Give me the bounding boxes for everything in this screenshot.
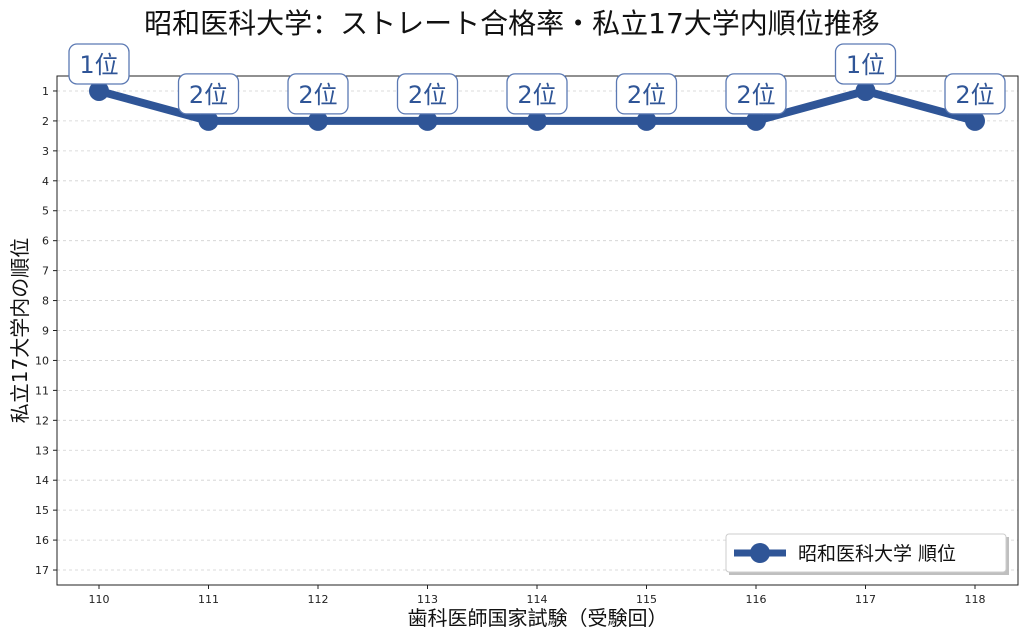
data-label: 2位 xyxy=(725,73,787,115)
data-point xyxy=(965,110,985,131)
data-labels: 1位 2位 2位 2位 2位 2位 2位 1位 2位 xyxy=(68,43,1006,115)
data-label: 2位 xyxy=(396,73,459,115)
data-label-text: 2位 xyxy=(736,81,775,109)
data-label: 1位 xyxy=(68,43,130,85)
y-tick-label: 17 xyxy=(35,564,49,577)
data-label: 2位 xyxy=(506,73,568,115)
data-point xyxy=(636,110,657,131)
y-tick-label: 6 xyxy=(42,235,49,248)
x-tick-label: 111 xyxy=(198,593,219,606)
x-tick-label: 116 xyxy=(746,593,767,606)
grid-lines xyxy=(57,90,1018,571)
x-tick-label: 114 xyxy=(527,593,548,606)
x-tick-label: 117 xyxy=(855,593,876,606)
y-tick-label: 3 xyxy=(42,145,49,158)
legend-entry: 昭和医科大学 順位 xyxy=(798,543,956,565)
y-tick-label: 5 xyxy=(42,205,49,218)
data-label: 1位 xyxy=(834,43,897,85)
y-tick-label: 10 xyxy=(35,354,49,367)
data-point xyxy=(746,110,766,131)
data-label: 2位 xyxy=(615,73,678,115)
series-layer xyxy=(89,80,985,131)
x-axis-ticks: 110 111 112 113 114 115 116 117 118 xyxy=(89,585,986,606)
data-label: 2位 xyxy=(287,73,349,115)
x-tick-label: 118 xyxy=(965,593,986,606)
data-label-text: 2位 xyxy=(627,81,666,109)
x-tick-label: 113 xyxy=(417,593,438,606)
data-point xyxy=(89,80,109,101)
data-point xyxy=(417,110,438,131)
x-axis-label: 歯科医師国家試験（受験回） xyxy=(408,606,668,630)
data-point xyxy=(527,110,547,131)
y-tick-label: 16 xyxy=(35,534,49,547)
data-label-text: 1位 xyxy=(79,51,118,79)
data-label-text: 2位 xyxy=(955,81,994,109)
y-tick-label: 11 xyxy=(35,384,49,397)
legend-point-marker xyxy=(750,543,770,563)
data-point xyxy=(198,110,219,131)
y-tick-label: 2 xyxy=(42,115,49,128)
data-label-text: 2位 xyxy=(298,81,337,109)
y-tick-label: 8 xyxy=(42,295,49,308)
legend: 昭和医科大学 順位 xyxy=(725,533,1009,575)
data-label: 2位 xyxy=(944,73,1006,115)
data-label-text: 1位 xyxy=(846,51,885,79)
x-tick-label: 112 xyxy=(308,593,329,606)
y-axis-label: 私立17大学内の順位 xyxy=(8,238,32,423)
data-point xyxy=(308,110,328,131)
y-tick-label: 15 xyxy=(35,504,49,517)
y-tick-label: 9 xyxy=(42,325,49,338)
data-label-text: 2位 xyxy=(189,81,228,109)
data-label-text: 2位 xyxy=(408,81,447,109)
data-label: 2位 xyxy=(177,73,240,115)
x-tick-label: 115 xyxy=(636,593,657,606)
y-tick-label: 13 xyxy=(35,444,49,457)
y-tick-label: 7 xyxy=(42,265,49,278)
chart-title: 昭和医科大学：ストレート合格率・私立17大学内順位推移 xyxy=(144,7,880,40)
y-tick-label: 14 xyxy=(35,474,49,487)
data-point xyxy=(855,80,876,101)
x-tick-label: 110 xyxy=(89,593,110,606)
y-tick-label: 1 xyxy=(42,85,49,98)
data-label-text: 2位 xyxy=(517,81,556,109)
y-tick-label: 12 xyxy=(35,414,49,427)
y-tick-label: 4 xyxy=(42,175,49,188)
